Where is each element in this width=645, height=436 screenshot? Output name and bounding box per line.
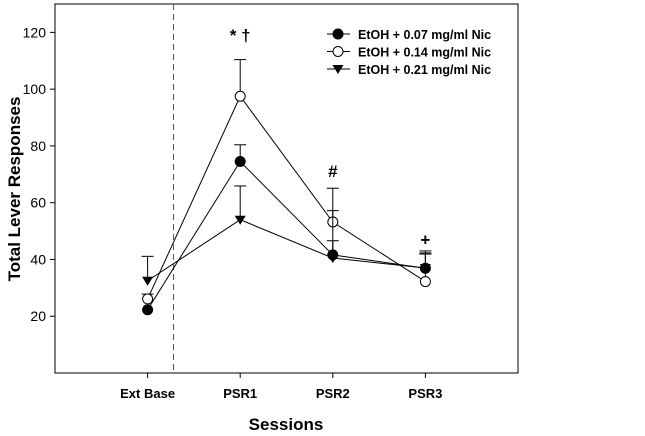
data-point (142, 276, 154, 286)
legend: EtOH + 0.07 mg/ml Nic EtOH + 0.14 mg/ml N… (327, 28, 491, 77)
x-tick-label: PSR1 (223, 386, 257, 401)
legend-marker (332, 65, 344, 74)
data-point (234, 156, 246, 168)
series-line (147, 95, 426, 300)
plot-frame (54, 3, 519, 374)
y-tick-label: 60 (30, 195, 46, 211)
y-tick-label: 80 (30, 138, 46, 154)
data-point (142, 304, 154, 316)
data-point (234, 90, 246, 102)
legend-label: EtOH + 0.07 mg/ml Nic (358, 28, 491, 42)
y-axis-label: Total Lever Responses (5, 97, 24, 282)
y-tick-label: 120 (23, 24, 47, 40)
legend-item: EtOH + 0.21 mg/ml Nic (327, 63, 491, 77)
y-tick-label: 40 (30, 251, 46, 267)
series-line (147, 160, 426, 310)
series-1 (142, 144, 432, 316)
legend-marker (332, 46, 344, 57)
x-axis-label: Sessions (249, 415, 324, 434)
y-tick-label: 20 (30, 308, 46, 324)
series-line (147, 219, 426, 282)
significance-marker: * † (230, 26, 251, 45)
series-2 (141, 59, 432, 305)
data-point (419, 276, 431, 288)
legend-label: EtOH + 0.21 mg/ml Nic (358, 63, 491, 77)
x-tick-label: Ext Base (120, 386, 175, 401)
legend-marker (332, 28, 344, 40)
legend-item: EtOH + 0.14 mg/ml Nic (327, 46, 491, 60)
data-point (419, 263, 431, 273)
legend-item: EtOH + 0.07 mg/ml Nic (327, 28, 491, 42)
data-point (234, 215, 246, 225)
y-tick-label: 100 (23, 81, 47, 97)
significance-marker: # (328, 162, 338, 181)
legend-label: EtOH + 0.14 mg/ml Nic (358, 46, 491, 60)
x-tick-label: PSR2 (316, 386, 350, 401)
x-tick-label: PSR3 (408, 386, 442, 401)
significance-marker: + (420, 230, 430, 249)
series-3 (141, 185, 432, 286)
data-point (327, 254, 339, 264)
data-point (142, 293, 154, 305)
